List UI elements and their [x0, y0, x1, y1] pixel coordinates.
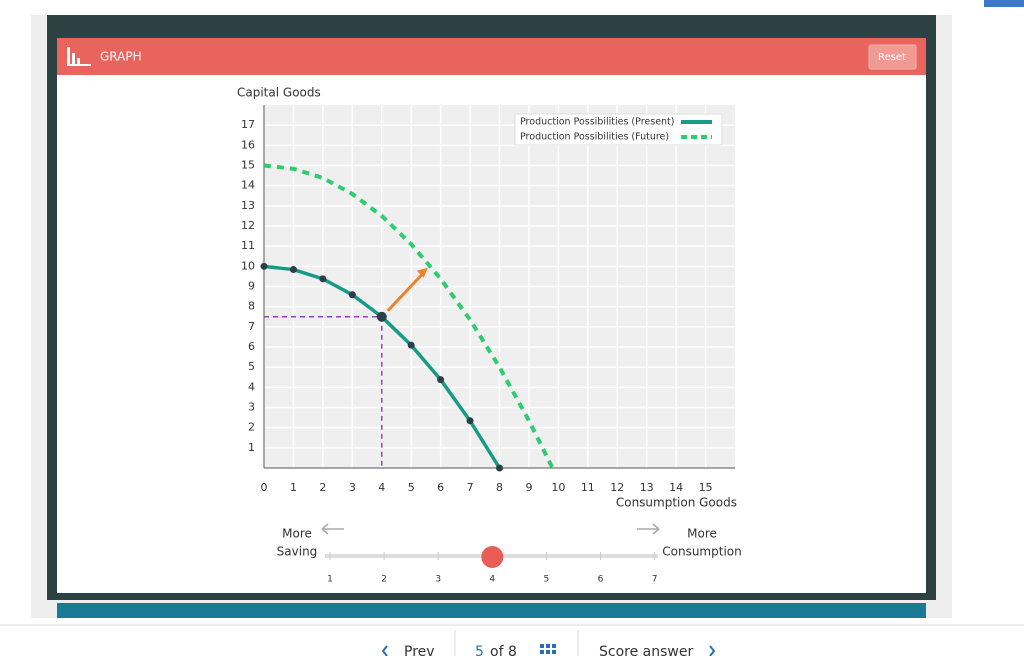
x-tick-label: 5 — [408, 481, 415, 494]
x-tick-label: 10 — [551, 481, 565, 494]
next-section-bar — [57, 603, 926, 618]
slider-tick-label: 7 — [652, 575, 658, 585]
y-tick-label: 11 — [241, 239, 255, 252]
slider-tick-label: 3 — [435, 575, 441, 585]
x-tick-label: 3 — [349, 481, 356, 494]
x-tick-label: 2 — [319, 481, 326, 494]
x-tick-label: 12 — [610, 481, 624, 494]
slider-right-label: Consumption — [662, 545, 741, 559]
slider-right-label: More — [687, 527, 717, 541]
y-tick-label: 7 — [248, 320, 255, 333]
page-current: 5 — [475, 644, 484, 656]
legend-box — [514, 113, 723, 146]
x-tick-label: 1 — [290, 481, 297, 494]
y-tick-label: 17 — [241, 118, 255, 131]
reset-button[interactable] — [868, 44, 917, 70]
x-tick-label: 14 — [669, 481, 683, 494]
x-tick-label: 4 — [378, 481, 385, 494]
shift-arrowhead — [416, 267, 428, 278]
y-tick-label: 5 — [248, 360, 255, 373]
data-point — [289, 266, 297, 274]
reset-label[interactable]: Reset — [878, 52, 906, 63]
x-tick-label: 15 — [699, 481, 713, 494]
slider-tick-label: 6 — [598, 575, 604, 585]
y-tick-label: 2 — [248, 421, 255, 434]
grid-icon[interactable] — [540, 644, 556, 654]
shift-arrow — [386, 273, 423, 312]
x-tick-label: 0 — [261, 481, 268, 494]
header-title: GRAPH — [100, 50, 142, 64]
corner-button[interactable] — [984, 0, 1024, 7]
series-line — [263, 163, 555, 469]
legend-label: Production Possibilities (Future) — [520, 132, 669, 143]
y-tick-label: 9 — [248, 280, 255, 293]
y-tick-label: 13 — [241, 199, 255, 212]
y-tick-label: 6 — [248, 340, 255, 353]
data-point — [319, 275, 327, 283]
slider-tick-label: 4 — [489, 575, 495, 585]
y-tick-label: 3 — [248, 401, 255, 414]
left-arrow — [321, 523, 344, 535]
slider-left-label: Saving — [277, 545, 318, 559]
y-tick-label: 16 — [241, 138, 255, 151]
x-tick-label: 7 — [467, 481, 474, 494]
prev-button[interactable]: Prev — [404, 644, 435, 660]
y-tick-label: 10 — [241, 259, 255, 272]
slider-left-label: More — [282, 527, 312, 541]
y-tick-label: 8 — [248, 300, 255, 313]
y-tick-label: 14 — [241, 179, 255, 192]
data-point — [496, 464, 503, 472]
legend-label: Production Possibilities (Present) — [520, 117, 675, 128]
x-tick-label: 8 — [496, 481, 503, 494]
data-point — [437, 376, 445, 384]
prev-icon[interactable] — [381, 645, 388, 657]
page-total: of 8 — [490, 644, 517, 656]
x-axis-label: Consumption Goods — [616, 496, 737, 510]
data-point — [260, 262, 268, 270]
slider-tick-label: 5 — [544, 575, 550, 585]
data-point — [348, 291, 356, 299]
data-point — [466, 417, 474, 425]
slider-tick-label: 1 — [327, 575, 333, 585]
y-tick-label: 12 — [241, 219, 255, 232]
score-button[interactable]: Score answer — [599, 644, 693, 660]
x-tick-label: 13 — [640, 481, 654, 494]
data-point — [376, 311, 387, 322]
graph-icon — [67, 47, 91, 66]
y-axis-label: Capital Goods — [237, 86, 321, 100]
x-tick-label: 9 — [525, 481, 532, 494]
right-arrow — [637, 523, 660, 535]
slider-knob[interactable] — [481, 546, 504, 568]
graph-header — [57, 38, 926, 75]
y-tick-label: 15 — [241, 159, 255, 172]
x-tick-label: 11 — [581, 481, 595, 494]
score-icon[interactable] — [709, 645, 716, 657]
y-tick-label: 1 — [248, 441, 255, 454]
data-point — [407, 341, 415, 349]
slider-tick-label: 2 — [381, 575, 387, 585]
x-tick-label: 6 — [437, 481, 444, 494]
y-tick-label: 4 — [248, 380, 255, 393]
